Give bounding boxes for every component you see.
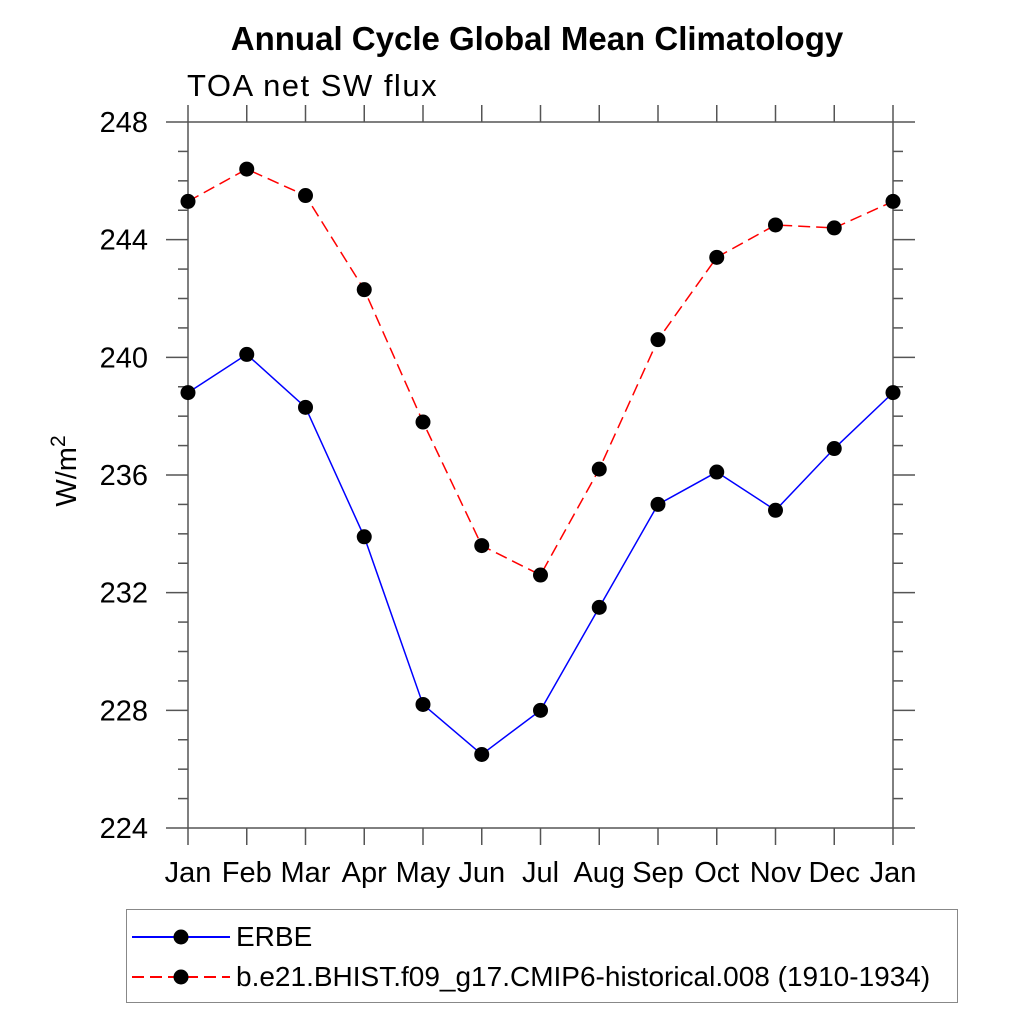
legend: ERBE b.e21.BHIST.f09_g17.CMIP6-historica… <box>126 909 958 1003</box>
data-point <box>298 188 313 204</box>
y-tick-label: 228 <box>100 695 148 727</box>
data-point <box>356 529 372 545</box>
legend-entry-model: b.e21.BHIST.f09_g17.CMIP6-historical.008… <box>129 959 930 995</box>
series-markers-0 <box>180 346 901 762</box>
legend-label-erbe: ERBE <box>236 921 313 952</box>
data-point <box>474 746 490 762</box>
data-point <box>180 385 196 401</box>
data-point <box>591 461 607 477</box>
data-point <box>885 385 901 401</box>
x-tick-label: May <box>396 857 451 889</box>
data-point <box>650 332 666 348</box>
chart-subtitle: TOA net SW flux <box>187 68 439 103</box>
x-tick-label: Jan <box>870 857 917 889</box>
data-point <box>415 414 431 430</box>
x-tick-label: Aug <box>573 857 625 889</box>
x-tick-label: Feb <box>222 857 272 889</box>
data-point <box>709 464 725 480</box>
x-tick-label: Jul <box>522 857 559 889</box>
x-tick-label: Nov <box>750 857 802 889</box>
axis-frame <box>187 121 894 829</box>
x-tick-label: Jan <box>165 857 212 889</box>
series-line-0 <box>187 353 894 756</box>
x-tick-label: Oct <box>694 857 739 889</box>
data-point <box>180 193 196 209</box>
y-tick-label: 244 <box>100 225 148 257</box>
data-point <box>474 538 490 554</box>
data-point <box>356 282 372 298</box>
y-axis: 224 228 232 236 240 244 248 <box>100 107 915 845</box>
data-point <box>650 496 666 512</box>
legend-label-model: b.e21.BHIST.f09_g17.CMIP6-historical.008… <box>236 961 931 992</box>
legend-line-sample-erbe <box>132 929 230 945</box>
data-point <box>239 346 255 362</box>
data-point <box>768 217 783 233</box>
x-axis: Jan Feb Mar Apr May Jun Jul Aug Sep Oct Nov Dec Jan <box>165 105 917 889</box>
data-point <box>826 220 842 236</box>
data-point <box>533 567 548 583</box>
data-point <box>826 441 842 457</box>
series-markers-1 <box>180 161 901 583</box>
y-tick-label: 224 <box>100 813 148 845</box>
data-point <box>885 193 901 209</box>
y-tick-label: 232 <box>100 578 148 610</box>
data-point <box>591 599 607 615</box>
data-point <box>415 696 431 712</box>
x-tick-label: Apr <box>342 857 387 889</box>
chart-title: Annual Cycle Global Mean Climatology <box>230 20 844 57</box>
series-line-1 <box>187 168 894 577</box>
x-tick-label: Mar <box>281 857 331 889</box>
data-point <box>709 249 725 265</box>
data-point <box>768 502 783 518</box>
y-axis-title: W/m2 <box>47 435 83 506</box>
x-tick-label: Sep <box>632 857 684 889</box>
data-point <box>533 702 548 718</box>
y-tick-label: 248 <box>100 107 148 139</box>
data-point <box>298 399 313 415</box>
y-tick-label: 240 <box>100 342 148 374</box>
y-tick-label: 236 <box>100 460 148 492</box>
data-point <box>239 161 255 177</box>
legend-line-sample-model <box>132 969 230 985</box>
x-tick-label: Jun <box>458 857 505 889</box>
x-tick-label: Dec <box>808 857 860 889</box>
legend-entry-erbe: ERBE <box>129 919 312 955</box>
